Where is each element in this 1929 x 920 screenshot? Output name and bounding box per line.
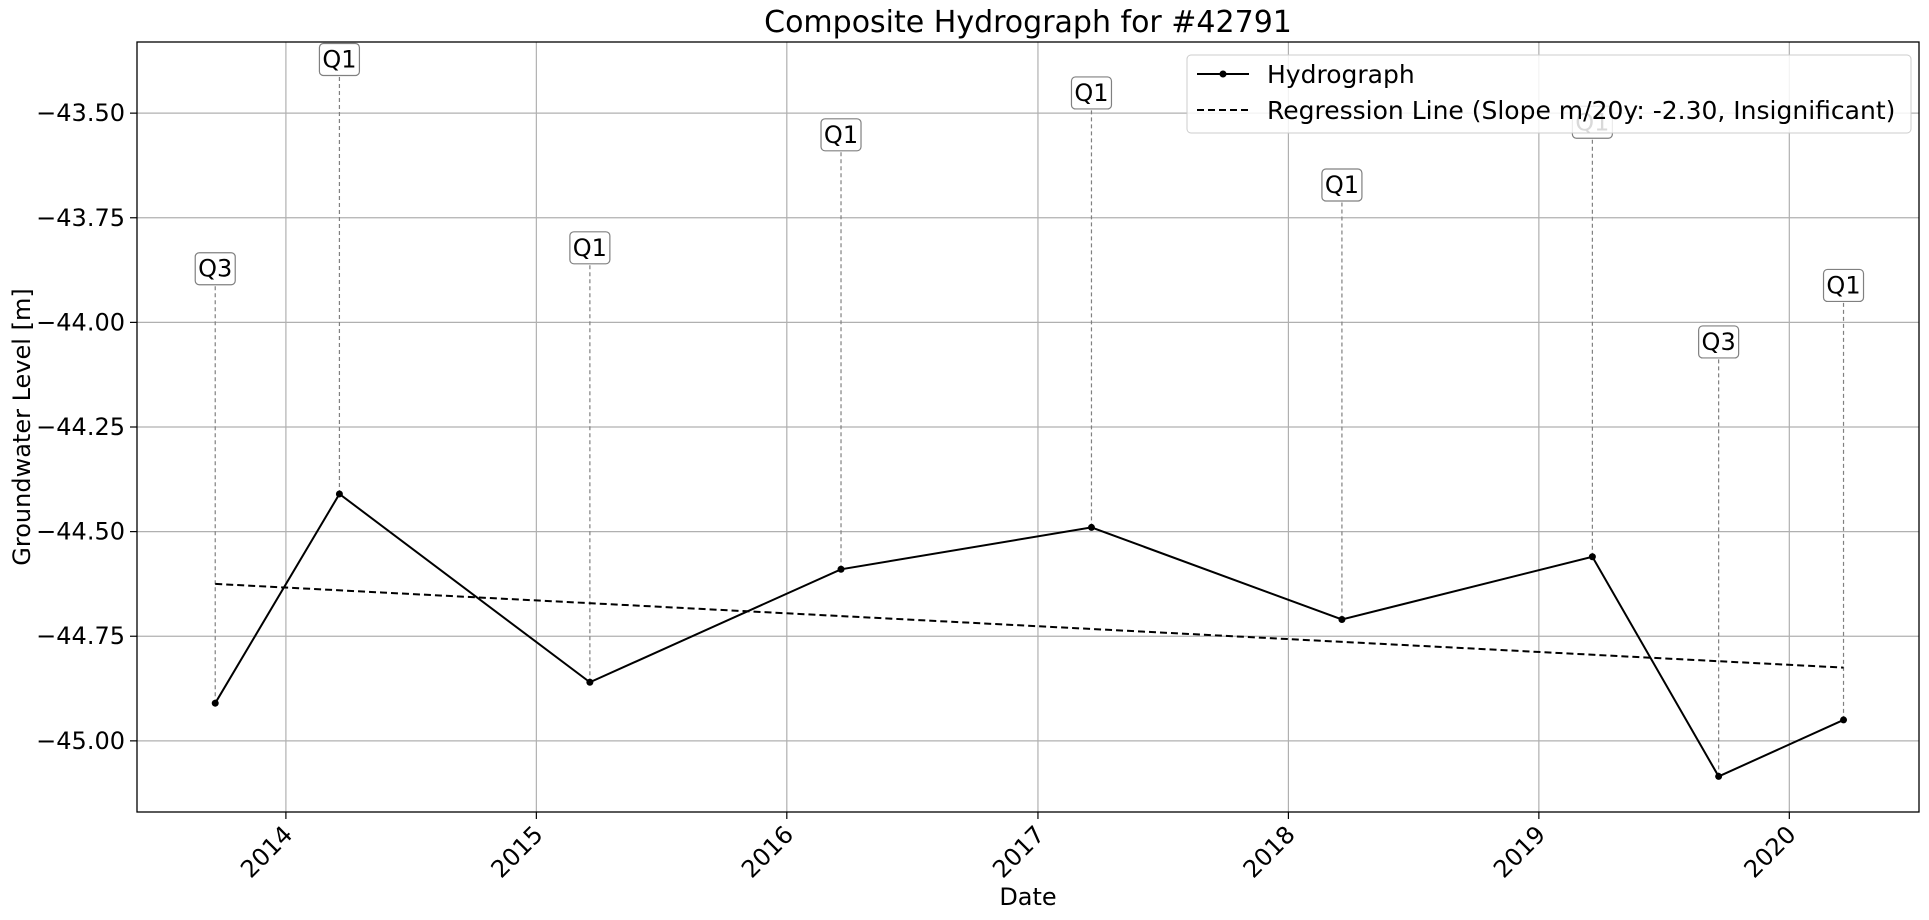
hydrograph-point xyxy=(586,678,594,686)
hydrograph-point xyxy=(1338,616,1346,623)
y-tick-label: −45.00 xyxy=(36,727,125,755)
annotation-box xyxy=(1321,168,1363,202)
hydrograph-point xyxy=(335,490,343,498)
legend-box xyxy=(1186,54,1912,134)
annotation-label: Q1 xyxy=(1325,171,1359,199)
y-tick-label: −44.25 xyxy=(36,413,125,441)
hydrograph-point xyxy=(1588,553,1596,561)
y-tick-label: −44.00 xyxy=(36,308,125,336)
y-axis-ticks: −43.50 −43.75 −44.00 −44.25 −44.50 −44.75 −45.… xyxy=(36,99,137,755)
hydrograph-point xyxy=(1840,716,1848,724)
y-tick-label: −44.50 xyxy=(36,518,125,546)
regression-line xyxy=(215,582,1844,669)
annotation-label: Q1 xyxy=(824,121,858,149)
annotation-box xyxy=(194,252,236,286)
y-tick-label: −43.50 xyxy=(36,99,125,127)
annotation-label: Q3 xyxy=(1702,328,1736,356)
annotation-label: Q3 xyxy=(198,255,232,283)
chart-title: Composite Hydrograph for #42791 xyxy=(764,5,1292,40)
x-axis-label: Date xyxy=(999,883,1056,911)
annotation-box xyxy=(1698,325,1740,359)
annotation-label: Q1 xyxy=(573,234,607,262)
y-tick-label: −43.75 xyxy=(36,204,125,232)
legend-hydrograph-label: Hydrograph xyxy=(1267,60,1415,89)
legend: Hydrograph Regression Line (Slope m/20y:… xyxy=(1186,54,1912,134)
annotation-label: Q1 xyxy=(1074,79,1108,107)
annotation-box xyxy=(820,118,862,152)
series-layer xyxy=(211,490,1848,780)
hydrograph-point xyxy=(837,565,845,573)
hydrograph-point xyxy=(1715,772,1723,780)
grid-lines xyxy=(137,42,1919,812)
legend-hydrograph-marker xyxy=(1219,70,1227,78)
annotation-box xyxy=(1070,76,1113,110)
legend-regression-label: Regression Line (Slope m/20y: -2.30, Ins… xyxy=(1267,96,1895,125)
annotation-label: Q1 xyxy=(1826,271,1860,299)
annotation-box xyxy=(569,231,611,265)
y-tick-label: −44.75 xyxy=(36,622,125,650)
annotation-box xyxy=(1822,268,1865,303)
annotation-box xyxy=(318,42,361,77)
y-axis-label: Groundwater Level [m] xyxy=(8,288,36,565)
annotation-label: Q1 xyxy=(322,45,356,73)
hydrograph-point xyxy=(1087,523,1095,531)
hydrograph-point xyxy=(211,699,219,707)
